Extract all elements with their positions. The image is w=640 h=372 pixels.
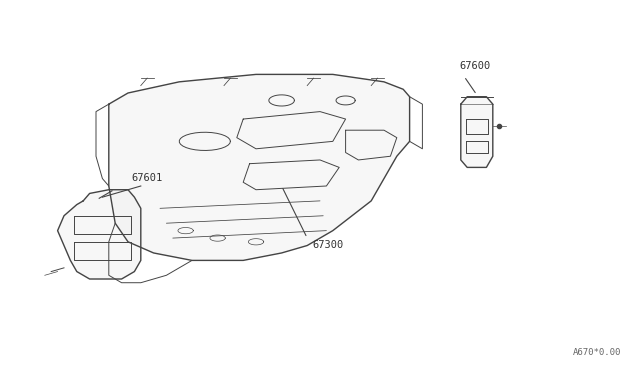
Text: 67600: 67600	[460, 61, 491, 71]
Polygon shape	[58, 190, 141, 279]
Text: A670*0.00: A670*0.00	[572, 348, 621, 357]
Text: 67300: 67300	[312, 240, 344, 250]
Polygon shape	[461, 97, 493, 167]
Text: 67601: 67601	[131, 173, 163, 183]
Polygon shape	[109, 74, 410, 260]
